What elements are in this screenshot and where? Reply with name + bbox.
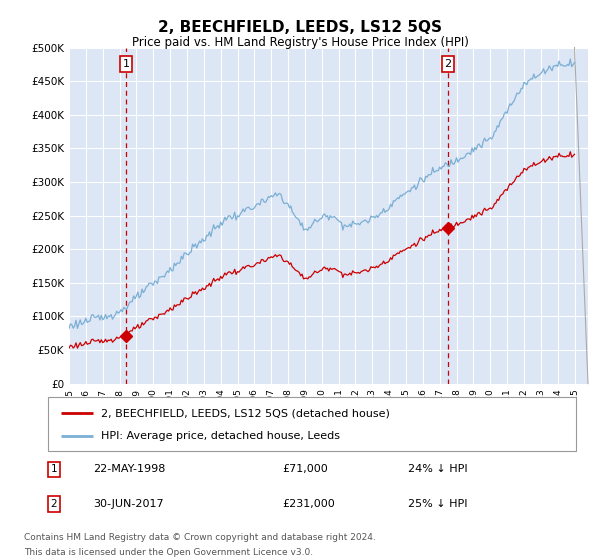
Text: £71,000: £71,000 [282,464,328,474]
Text: 1: 1 [50,464,58,474]
Text: 22-MAY-1998: 22-MAY-1998 [93,464,166,474]
Text: 2: 2 [50,499,58,509]
Text: Price paid vs. HM Land Registry's House Price Index (HPI): Price paid vs. HM Land Registry's House … [131,36,469,49]
Text: 30-JUN-2017: 30-JUN-2017 [93,499,164,509]
Text: This data is licensed under the Open Government Licence v3.0.: This data is licensed under the Open Gov… [24,548,313,557]
Text: 2: 2 [445,59,452,69]
Text: 2, BEECHFIELD, LEEDS, LS12 5QS (detached house): 2, BEECHFIELD, LEEDS, LS12 5QS (detached… [101,408,389,418]
Text: 1: 1 [122,59,130,69]
Text: 25% ↓ HPI: 25% ↓ HPI [408,499,467,509]
FancyBboxPatch shape [48,397,576,451]
Text: Contains HM Land Registry data © Crown copyright and database right 2024.: Contains HM Land Registry data © Crown c… [24,533,376,542]
Text: HPI: Average price, detached house, Leeds: HPI: Average price, detached house, Leed… [101,431,340,441]
Text: 2, BEECHFIELD, LEEDS, LS12 5QS: 2, BEECHFIELD, LEEDS, LS12 5QS [158,20,442,35]
Text: £231,000: £231,000 [282,499,335,509]
Text: 24% ↓ HPI: 24% ↓ HPI [408,464,467,474]
